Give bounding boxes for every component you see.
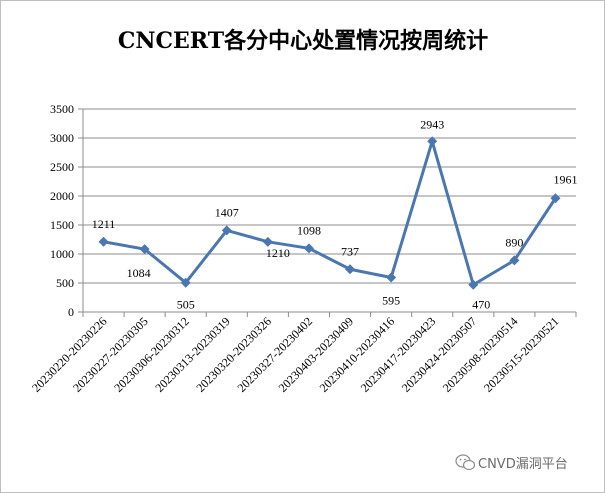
y-tick-label: 1500 [50,218,74,232]
data-label: 890 [505,235,523,249]
x-tick-label: 20230313-20230319 [152,314,233,395]
y-tick-label: 1000 [50,247,74,261]
data-label: 505 [177,298,195,312]
data-point [427,136,438,147]
x-tick-label: 20230403-20230409 [276,314,357,395]
data-label: 470 [472,298,490,312]
wechat-icon [455,454,476,471]
data-label: 737 [341,244,359,258]
data-point [98,236,109,247]
data-point [386,272,397,283]
data-labels: 1211 1084 505 1407 1210 1098 737 595 2943 470 890 1… [92,117,578,311]
data-label: 1084 [127,266,151,280]
data-point [345,264,356,275]
data-point [303,243,314,254]
data-label: 1407 [215,205,239,219]
data-label: 2943 [420,117,444,131]
watermark: CNVD漏洞平台 [455,454,568,472]
x-tick-label: 20230306-20230312 [111,314,192,395]
x-tick-label: 20230410-20230416 [317,314,398,395]
x-tick-label: 20230417-20230423 [358,314,439,395]
data-point [180,277,191,288]
watermark-text: CNVD漏洞平台 [478,456,568,472]
x-tick-label: 20230320-20230326 [193,314,274,395]
data-point [468,279,479,290]
data-label: 1210 [266,246,290,260]
data-point [221,225,232,236]
x-tick-label: 20230327-20230402 [234,314,315,395]
x-tick-label: 20230424-20230507 [399,314,480,395]
data-label: 1961 [553,172,577,186]
data-label: 1098 [297,223,321,237]
x-tick-label: 20230515-20230521 [481,314,562,395]
x-tick-label: 20230508-20230514 [440,314,521,395]
x-tick-label: 20230220-20230226 [29,314,110,395]
data-point [262,236,273,247]
data-point [139,244,150,255]
gridlines [83,108,576,284]
data-point [550,193,561,204]
y-tick-label: 3000 [50,131,74,145]
y-tick-label: 2000 [50,189,74,203]
data-label: 595 [382,293,400,307]
series-layer [98,136,561,290]
x-tick-label: 20230227-20230305 [70,314,151,395]
data-label: 1211 [92,217,116,231]
chart-title: CNCERT各分中心处置情况按周统计 [118,28,488,54]
data-point [509,255,520,266]
y-tick-label: 2500 [50,160,74,174]
y-tick-label: 3500 [50,102,74,116]
y-tick-label: 0 [68,305,74,319]
series-line [103,139,557,287]
y-tick-label: 500 [56,276,74,290]
